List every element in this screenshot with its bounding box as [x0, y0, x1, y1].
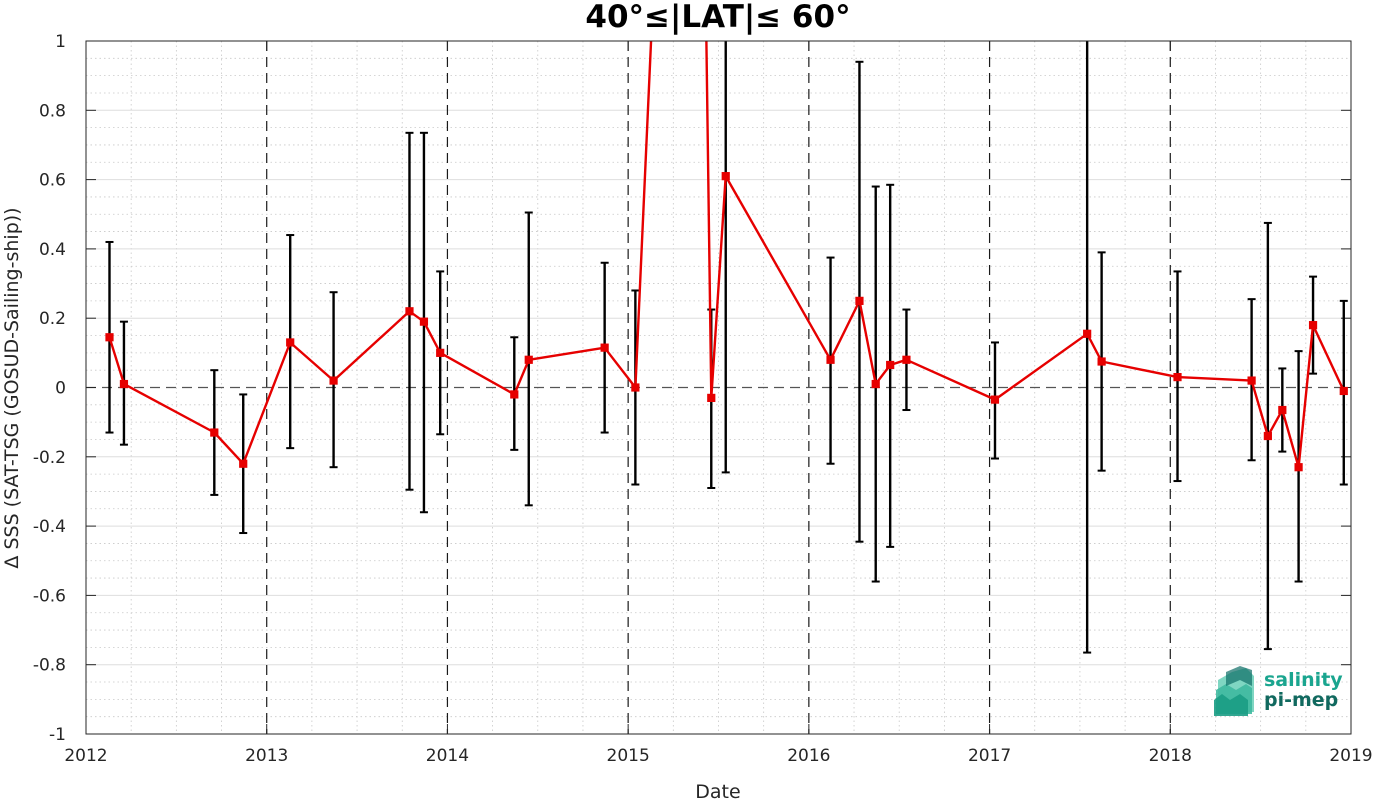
data-markers — [105, 172, 1348, 472]
y-tick-labels: -1 -0.8 -0.6 -0.4 -0.2 0 0.2 0.4 0.6 0.8 1 — [33, 32, 66, 745]
data-point — [1097, 357, 1106, 366]
x-tick-label: 2019 — [1329, 746, 1372, 766]
y-tick-label: 0.4 — [39, 240, 66, 260]
y-tick-label: -0.6 — [33, 586, 66, 606]
series — [105, 41, 1348, 654]
y-tick-label: 0.2 — [39, 309, 66, 329]
data-point — [1247, 376, 1256, 385]
data-point — [600, 343, 609, 352]
data-point — [210, 428, 219, 437]
x-tick-label: 2015 — [607, 746, 650, 766]
data-point — [886, 360, 895, 370]
data-point — [990, 395, 1000, 404]
data-point — [119, 379, 129, 389]
data-point — [631, 383, 640, 392]
y-tick-label: 0 — [55, 379, 66, 399]
data-point — [1173, 373, 1182, 382]
data-point — [329, 376, 338, 385]
y-tick-label: 0.6 — [39, 171, 66, 191]
plot-frame — [85, 40, 1352, 735]
x-tick-label: 2013 — [245, 746, 288, 766]
y-tick-label: 0.8 — [39, 101, 66, 121]
x-tick-label: 2014 — [426, 746, 469, 766]
x-tick-label: 2017 — [968, 746, 1011, 766]
data-point — [721, 172, 730, 181]
x-tick-labels: 2012 2013 2014 2015 2016 2017 2018 2019 — [64, 746, 1372, 766]
data-point — [1083, 329, 1092, 338]
data-point — [419, 317, 429, 326]
data-point — [826, 355, 835, 364]
data-point — [1263, 431, 1272, 441]
year-separators — [266, 41, 1171, 734]
series-line — [108, 41, 1345, 469]
data-point — [855, 296, 864, 305]
data-point — [239, 459, 248, 468]
chart-title: 40°≤|LAT|≤ 60° — [585, 0, 850, 35]
data-point — [871, 379, 880, 389]
data-point — [902, 355, 911, 364]
data-point — [510, 390, 519, 399]
x-tick-label: 2018 — [1149, 746, 1192, 766]
y-tick-label: -0.2 — [33, 448, 66, 468]
logo-text-line2: pi-mep — [1264, 689, 1338, 711]
y-tick-label: -0.4 — [33, 517, 66, 537]
x-tick-label: 2012 — [64, 746, 107, 766]
x-tick-label: 2016 — [787, 746, 830, 766]
x-axis-label: Date — [695, 781, 740, 801]
data-point — [1308, 321, 1318, 330]
data-point — [1294, 463, 1303, 472]
y-tick-label: 1 — [55, 32, 66, 52]
logo-text-line1: salinity — [1264, 669, 1343, 691]
data-point — [1278, 405, 1287, 415]
salinity-pimep-logo: salinity pi-mep — [1214, 666, 1343, 716]
y-tick-label: -0.8 — [33, 656, 66, 676]
data-point — [286, 338, 295, 347]
y-tick-label: -1 — [49, 725, 66, 745]
data-point — [105, 333, 114, 342]
major-grid — [86, 109, 1351, 666]
data-point — [405, 307, 414, 316]
y-axis-label: Δ SSS (SAT-TSG (GOSUD-Sailing-ship)) — [1, 207, 23, 568]
data-point — [1339, 386, 1348, 396]
data-point — [524, 355, 533, 364]
data-point — [436, 348, 445, 357]
data-point — [707, 393, 716, 402]
logo-wave-icon — [1214, 666, 1254, 716]
